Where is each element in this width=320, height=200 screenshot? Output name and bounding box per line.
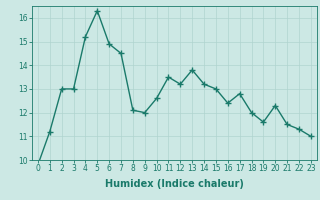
X-axis label: Humidex (Indice chaleur): Humidex (Indice chaleur) xyxy=(105,179,244,189)
